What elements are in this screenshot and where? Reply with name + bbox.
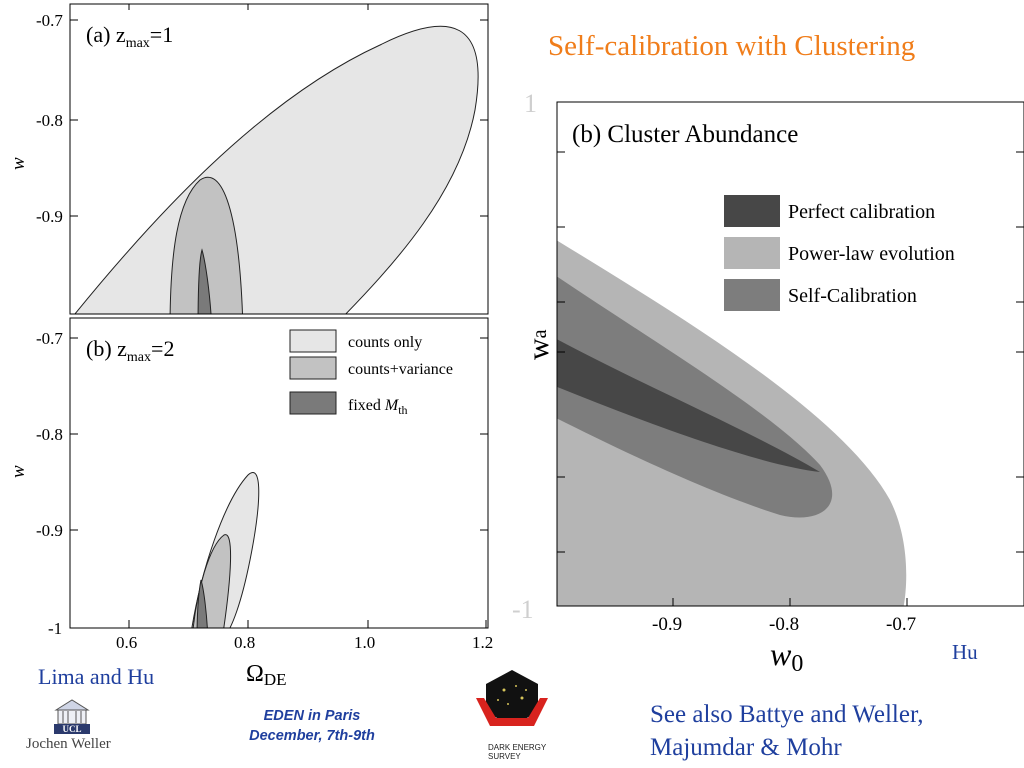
see-also-text: See also Battye and Weller, Majumdar & M…: [650, 698, 1010, 764]
legend-label: Power-law evolution: [788, 243, 955, 265]
ticks-c: [557, 151, 1024, 606]
legend-label: counts only: [348, 334, 422, 351]
x-tick-label: 0.8: [234, 633, 255, 652]
legend-swatch-perfect: [724, 195, 780, 227]
legend-label: Perfect calibration: [788, 201, 935, 223]
counts-variance-contour-a: [169, 176, 243, 314]
y-tick-label-top: 1: [524, 89, 537, 118]
panel-a-label: (a) zmax=1: [86, 22, 173, 51]
des-logo-icon: [476, 670, 548, 726]
legend-swatch-self-calibration: [724, 279, 780, 311]
legend-swatch-counts-only: [289, 329, 337, 353]
legend-left: counts only counts+variance fixed Mth: [289, 329, 453, 417]
legend-swatch-counts-variance: [289, 356, 337, 380]
y-tick-label: -0.8: [36, 111, 63, 130]
cluster-abundance-figure: 1 -1 -0.9 -0.8 -0.7 w0 wa (b) Cluster Ab…: [512, 89, 1024, 677]
y-tick-label-bottom: -1: [512, 595, 534, 624]
y-tick-label: -0.8: [36, 425, 63, 444]
y-axis-label: wa: [522, 329, 555, 360]
legend-swatch-power-law: [724, 237, 780, 269]
perfect-calibration-contour: [557, 339, 820, 472]
x-tick-label: 1.0: [354, 633, 375, 652]
credit-hu: Hu: [952, 640, 978, 664]
x-tick-label: -0.8: [769, 614, 799, 635]
event-date: December, 7th-9th: [249, 728, 375, 744]
panel-c-label: (b) Cluster Abundance: [572, 121, 798, 148]
y-tick-label: -1: [48, 619, 62, 638]
legend-label: fixed Mth: [348, 397, 408, 417]
y-tick-label: -0.7: [36, 11, 63, 30]
legend-label: counts+variance: [348, 361, 453, 378]
see-also-line: Majumdar & Mohr: [650, 734, 842, 761]
panel-a: -0.7 -0.8 -0.9 w (a) zmax=1: [8, 3, 489, 315]
author-name: Jochen Weller: [26, 736, 111, 752]
y-axis-label: w: [8, 157, 29, 170]
panel-b-label: (b) zmax=2: [86, 336, 174, 365]
ticks-b: [70, 337, 488, 628]
y-axis-label: w: [8, 465, 29, 478]
ticks-a: [70, 4, 488, 217]
y-tick-label: -0.7: [36, 329, 63, 348]
y-tick-label: -0.9: [36, 207, 63, 226]
x-tick-label: 0.6: [116, 633, 137, 652]
panel-b: -0.7 -0.8 -0.9 -1 0.6 0.8 1.0 1.2 w ΩDE …: [8, 317, 493, 689]
event-info: EDEN in Paris December, 7th-9th: [222, 706, 402, 746]
see-also-line: See also Battye and Weller,: [650, 701, 924, 728]
x-tick-label: -0.9: [652, 614, 682, 635]
legend-swatch-fixed-mth: [289, 391, 337, 415]
des-line: DARK ENERGY: [488, 743, 547, 752]
ucl-logo-text: UCL: [62, 724, 81, 734]
x-axis-label: w0: [770, 636, 803, 677]
x-tick-label: 1.2: [472, 633, 493, 652]
x-tick-label: -0.7: [886, 614, 916, 635]
ucl-logo-icon: UCL: [54, 699, 90, 734]
legend-right: Perfect calibration Power-law evolution …: [724, 195, 955, 311]
legend-label: Self-Calibration: [788, 285, 917, 307]
des-line: SURVEY: [488, 752, 521, 761]
fixed-mth-contour-a: [197, 248, 212, 314]
counts-only-contour-a: [74, 25, 479, 314]
lima-hu-figure: -0.7 -0.8 -0.9 w (a) zmax=1 -0.7 -0.8 -0…: [8, 3, 493, 689]
slide-title: Self-calibration with Clustering: [548, 30, 916, 62]
x-axis-label: ΩDE: [246, 661, 287, 689]
des-logo-text: DARK ENERGY SURVEY: [488, 743, 546, 761]
fixed-mth-contour-b: [196, 579, 208, 628]
event-name: EDEN in Paris: [263, 708, 361, 724]
credit-lima-hu: Lima and Hu: [38, 664, 155, 689]
y-tick-label: -0.9: [36, 521, 63, 540]
